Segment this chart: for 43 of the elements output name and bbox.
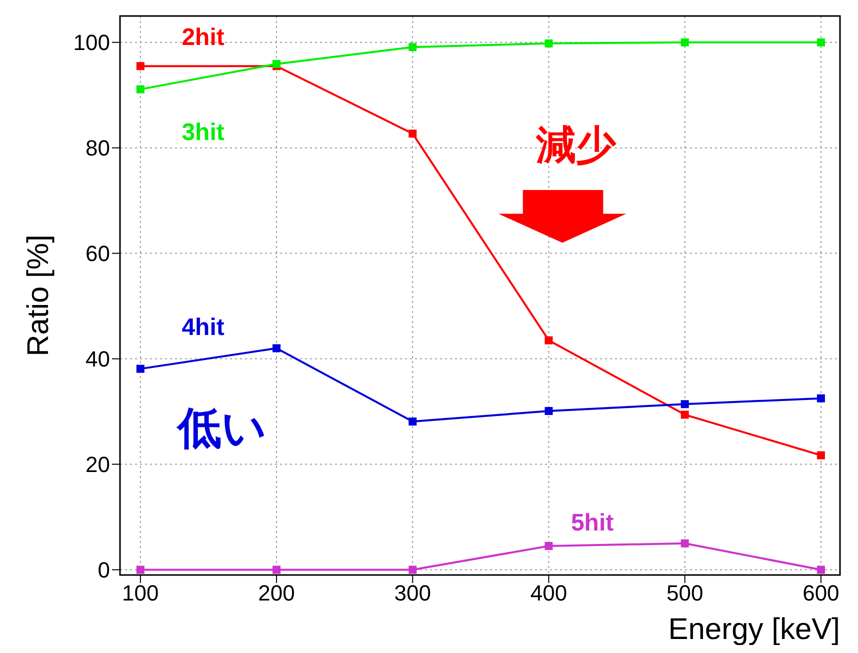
x-tick-label: 500: [666, 580, 704, 606]
point: [680, 38, 689, 46]
point: [680, 539, 689, 548]
point: [544, 406, 553, 415]
series-label: 2hit: [182, 24, 224, 52]
point: [680, 410, 689, 419]
point: [816, 566, 825, 574]
y-axis-title: Ratio [%]: [22, 234, 55, 356]
y-tick-label: 40: [86, 346, 110, 372]
y-tick-label: 80: [86, 136, 110, 161]
series-label: 5hit: [570, 509, 614, 536]
x-tick-label: 400: [530, 580, 568, 606]
point: [136, 566, 144, 574]
y-tick-label: 0: [98, 558, 110, 583]
series-label: 4hit: [182, 314, 224, 342]
point: [408, 43, 417, 52]
point: [136, 62, 144, 70]
series-label: 3hit: [182, 119, 224, 146]
x-axis-title: Energy [keV]: [668, 613, 840, 646]
annotation: 減少: [534, 122, 617, 168]
point: [408, 418, 417, 426]
point: [408, 566, 417, 574]
point: [544, 336, 553, 344]
point: [136, 85, 144, 94]
point: [408, 130, 417, 138]
point: [136, 364, 144, 373]
y-tick-label: 100: [73, 30, 110, 56]
annotation: 低い: [176, 403, 267, 454]
point: [272, 566, 281, 574]
x-tick-label: 600: [802, 580, 840, 606]
point: [544, 542, 553, 550]
point: [272, 60, 281, 68]
x-tick-label: 300: [394, 580, 431, 606]
point: [272, 344, 281, 352]
x-tick-label: 200: [258, 580, 295, 606]
point: [816, 38, 825, 46]
point: [544, 39, 553, 48]
y-tick-label: 60: [86, 241, 110, 266]
point: [816, 451, 825, 460]
point: [680, 400, 689, 408]
x-tick-label: 100: [122, 580, 159, 606]
y-tick-label: 20: [86, 452, 110, 478]
point: [816, 394, 825, 402]
